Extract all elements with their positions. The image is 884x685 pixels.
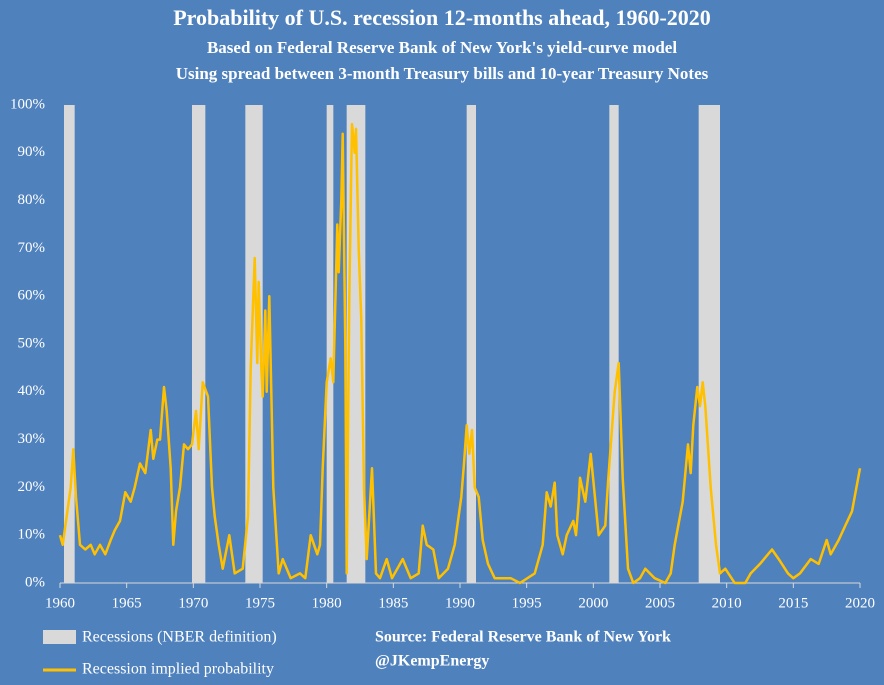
x-tick-label: 2020	[845, 595, 875, 611]
x-tick-label: 2005	[645, 595, 675, 611]
chart-subtitle: Based on Federal Reserve Bank of New Yor…	[207, 38, 677, 57]
x-tick-label: 2000	[578, 595, 608, 611]
chart-title: Probability of U.S. recession 12-months …	[173, 5, 711, 30]
y-tick-label: 20%	[18, 479, 46, 495]
y-tick-label: 100%	[10, 96, 45, 112]
x-tick-label: 1990	[445, 595, 475, 611]
x-tick-label: 1970	[178, 595, 208, 611]
y-tick-label: 40%	[18, 383, 46, 399]
y-tick-label: 0%	[25, 574, 45, 590]
chart-subtitle: Using spread between 3-month Treasury bi…	[176, 64, 709, 83]
y-tick-label: 30%	[18, 431, 46, 447]
y-tick-label: 60%	[18, 288, 46, 304]
x-tick-label: 1980	[312, 595, 342, 611]
recession-band	[698, 105, 720, 583]
source: Source: Federal Reserve Bank of New York	[375, 629, 671, 646]
y-tick-label: 80%	[18, 192, 46, 208]
y-tick-label: 70%	[18, 240, 46, 256]
x-tick-label: 1995	[512, 595, 542, 611]
x-tick-label: 2010	[712, 595, 742, 611]
recession-band	[192, 105, 206, 583]
y-tick-label: 50%	[18, 335, 46, 351]
data-line	[58, 122, 862, 585]
legend-label: Recessions (NBER definition)	[82, 629, 277, 646]
recession-band	[466, 105, 476, 583]
x-tick-label: 2015	[778, 595, 808, 611]
x-tick-label: 1975	[245, 595, 275, 611]
legend-swatch	[43, 630, 76, 644]
recession-band	[609, 105, 619, 583]
x-tick-label: 1985	[378, 595, 408, 611]
recession-band	[64, 105, 75, 583]
x-tick-label: 1965	[112, 595, 142, 611]
legend-label: Recession implied probability	[82, 661, 274, 678]
recession-band	[326, 105, 334, 583]
x-tick-label: 1960	[45, 595, 75, 611]
source: @JKempEnergy	[375, 653, 489, 670]
y-tick-label: 10%	[18, 527, 46, 543]
y-tick-label: 90%	[18, 144, 46, 160]
